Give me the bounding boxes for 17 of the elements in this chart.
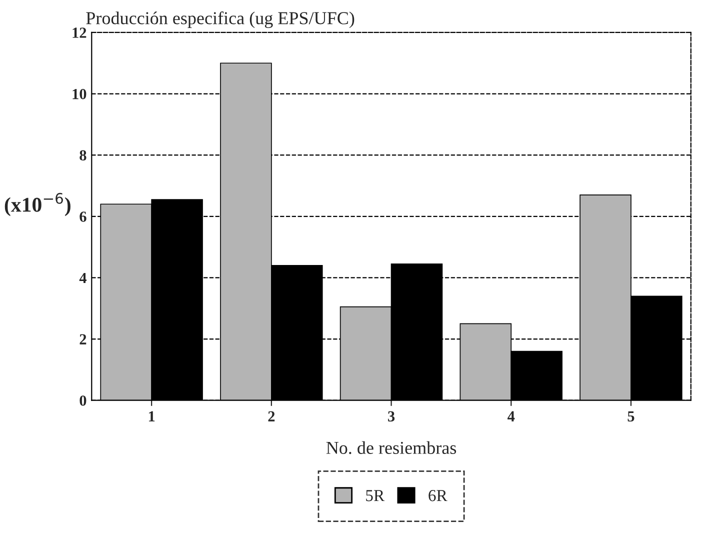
legend-label: 6R — [428, 490, 448, 502]
y-tick-label: 8 — [80, 150, 86, 161]
y-axis-title: (x10$^{−6}$) — [4, 192, 70, 216]
y-tick-label: 12 — [72, 28, 86, 38]
y-tick-label: 0 — [80, 395, 86, 406]
x-tick-label: 5 — [628, 411, 634, 422]
y-tick-label: 6 — [80, 212, 86, 222]
x-tick-label: 3 — [388, 411, 395, 422]
y-tick-label: 4 — [79, 272, 87, 284]
x-tick-label: 4 — [508, 411, 515, 422]
y-tick-label: 10 — [72, 88, 86, 100]
x-tick-label: 2 — [268, 411, 275, 422]
y-tick-label: 2 — [80, 334, 86, 344]
chart-title: Producción especifica (ug EPS/UFC) — [86, 11, 354, 28]
x-tick-label: 1 — [148, 411, 155, 422]
legend-label: 5R — [366, 490, 385, 502]
x-axis-title: No. de resiembras — [326, 441, 456, 454]
